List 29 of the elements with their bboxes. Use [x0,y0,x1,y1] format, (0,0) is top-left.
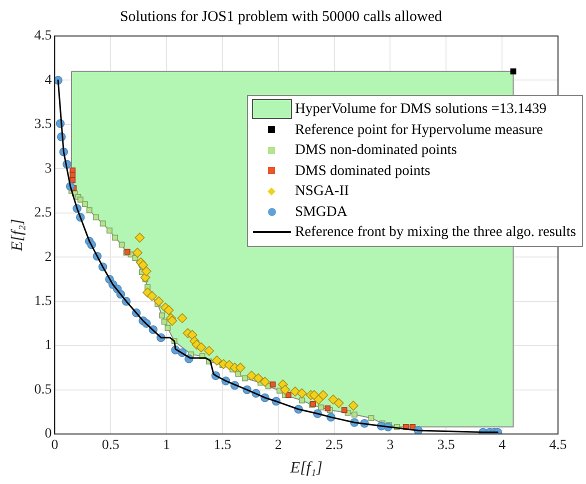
x-tick-label: 3.5 [437,438,455,454]
legend-label: HyperVolume for DMS solutions =13.1439 [294,100,547,119]
y-tick-label: 2 [44,250,52,265]
y-tick-label: 4.5 [34,28,52,44]
y-tick-label: 1.5 [34,294,52,310]
legend-label: Reference front by mixing the three algo. results [294,223,576,242]
x-tick-label: 0.5 [102,438,120,454]
x-tick-label: 4.5 [549,438,567,454]
legend-label: NSGA-II [294,182,349,201]
y-tick-label: 3.5 [34,117,52,132]
y-tick-label: 0 [44,426,52,442]
legend-label: DMS non-dominated points [294,141,457,160]
x-tick-label: 2 [274,438,282,454]
x-tick-label: 1.5 [214,438,232,454]
x-tick-label: 1 [163,438,170,454]
y-tick-label: 2.5 [34,206,52,221]
y-tick-label: 1 [44,338,52,354]
legend-label: DMS dominated points [294,162,430,180]
y-tick-label: 4 [44,72,52,88]
x-tick-label: 4 [498,438,506,454]
legend-label: Reference point for Hypervolume measure [294,120,543,140]
x-axis-title: E[f₁] [289,460,322,477]
chart-title: Solutions for JOS1 problem with 50000 calls allowed [120,8,443,25]
y-tick-label: 0.5 [34,382,52,398]
y-tick-label: 3 [44,161,52,176]
legend-label: SMGDA [294,202,348,222]
y-axis-title: E[f₂] [8,218,26,252]
x-tick-label: 2.5 [326,438,344,454]
x-tick-label: 3 [386,438,394,454]
